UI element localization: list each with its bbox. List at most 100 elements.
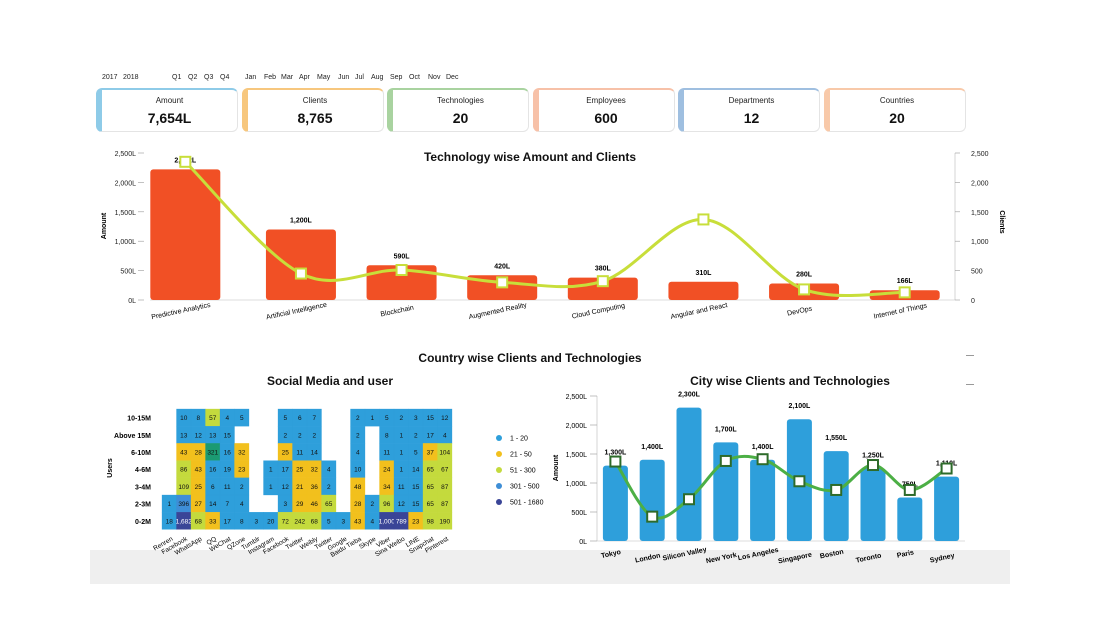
heatmap-cell-value: 1,000 [379, 518, 396, 525]
clients-point [898, 286, 911, 299]
y-tick-label: 500L [571, 510, 587, 517]
filter-month[interactable]: Apr [299, 74, 310, 81]
heatmap-cell-value: 4 [370, 518, 374, 525]
heatmap-cell-value: 109 [178, 484, 189, 491]
kpi-label: Technologies [437, 96, 484, 105]
section-title: Country wise Clients and Technologies [418, 351, 642, 365]
heatmap-cell-value: 17 [224, 518, 232, 525]
heatmap-cell-value: 2 [356, 432, 360, 439]
clients-point [756, 453, 769, 466]
bar-data-label: 310L [695, 270, 712, 277]
heatmap-cell-value: 4 [225, 415, 229, 422]
filter-month[interactable]: Mar [281, 74, 294, 81]
bar-data-label: 1,200L [290, 217, 313, 224]
heatmap-cell-value: 12 [398, 501, 406, 508]
heatmap-cell-value: 8 [240, 518, 244, 525]
filter-year[interactable]: 2018 [123, 74, 139, 81]
heatmap-cell-value: 3 [414, 415, 418, 422]
x-tick-label: Tokyo [601, 549, 622, 560]
heatmap-cell-value: 23 [412, 518, 420, 525]
x-tick-label: Silicon Valley [662, 546, 707, 562]
heatmap-cell-value: 57 [209, 415, 217, 422]
y-axis-label: Amount [553, 454, 560, 481]
amount-bar [150, 169, 221, 300]
heatmap-cell-value: 1 [399, 450, 403, 457]
heatmap-cell-value: 11 [224, 484, 231, 491]
filter-month[interactable]: Nov [428, 74, 441, 81]
x-tick-label: Toronto [855, 552, 882, 564]
heatmap-cell-value: 2 [283, 432, 287, 439]
filter-month[interactable]: Dec [446, 74, 459, 81]
kpi-card-employees[interactable]: Employees 600 [532, 88, 675, 132]
heatmap-cell-value: 14 [311, 450, 319, 457]
legend-swatch [496, 467, 502, 473]
filter-month[interactable]: Feb [264, 74, 277, 81]
bar-data-label: 2,300L [678, 392, 701, 399]
heatmap-cell-value: 12 [282, 484, 290, 491]
heatmap-cell-value: 86 [180, 467, 188, 474]
filter-month[interactable]: Oct [409, 74, 420, 81]
heatmap-cell-value: 3 [254, 518, 258, 525]
heatmap-cell-value: 11 [398, 484, 405, 491]
heatmap-cell-value: 5 [414, 450, 418, 457]
clients-point [646, 510, 659, 523]
kpi-card-technologies[interactable]: Technologies 20 [387, 88, 529, 132]
kpi-card-clients[interactable]: Clients 8,765 [241, 88, 384, 132]
y-tick-label: 1,000L [115, 239, 137, 246]
amount-bar [366, 265, 437, 300]
bar-data-label: 1,400L [641, 444, 664, 451]
heatmap-cell-value: 34 [383, 484, 391, 491]
heatmap-cell-value: 4 [240, 501, 244, 508]
bar-data-label: 280L [796, 272, 813, 279]
filter-month[interactable]: Jun [338, 74, 350, 81]
heatmap-title: Social Media and user [266, 374, 394, 388]
heatmap-cell [234, 408, 250, 427]
kpi-card-departments[interactable]: Departments 12 [678, 88, 820, 132]
legend-swatch [496, 451, 502, 457]
heatmap-cell-value: 68 [311, 518, 319, 525]
bar-data-label: 1,400L [752, 444, 775, 451]
kpi-value: 8,765 [297, 110, 333, 126]
clients-point [395, 264, 408, 277]
heatmap-cell-value: 7 [225, 501, 229, 508]
filter-quarter[interactable]: Q4 [220, 74, 230, 81]
y2-tick-label: 1,500 [971, 210, 989, 217]
filter-year[interactable]: 2017 [102, 74, 118, 81]
filter-quarter[interactable]: Q2 [188, 74, 198, 81]
filter-month[interactable]: Sep [390, 74, 403, 81]
filter-month[interactable]: Jul [355, 74, 364, 81]
bar-data-label: 1,300L [605, 450, 628, 457]
legend-swatch [496, 499, 502, 505]
kpi-card-amount[interactable]: Amount 7,654L [96, 88, 238, 132]
heatmap-cell-value: 14 [412, 467, 420, 474]
heatmap-cell-value: 65 [427, 484, 435, 491]
filter-month[interactable]: May [317, 74, 331, 81]
x-tick-label: Sydney [929, 552, 955, 564]
heatmap-col-label: QQ [205, 536, 217, 547]
filter-quarter[interactable]: Q1 [172, 74, 182, 81]
heatmap-cell-value: 321 [207, 450, 218, 457]
heatmap-cell-value: 68 [195, 518, 203, 525]
clients-point [793, 475, 806, 488]
heatmap-cell-value: 29 [296, 501, 304, 508]
kpi-card-countries[interactable]: Countries 20 [823, 88, 966, 132]
clients-point [496, 276, 509, 289]
y-tick-label: 2,500L [566, 394, 588, 401]
heatmap-cell-value: 242 [294, 518, 305, 525]
heatmap-cell-value: 28 [354, 501, 362, 508]
footer-band [90, 550, 1010, 584]
x-tick-label: Paris [896, 549, 914, 559]
legend-label: 301 - 500 [510, 484, 540, 491]
heatmap-cell-value: 4 [356, 450, 360, 457]
heatmap-cell-value: 4 [443, 432, 447, 439]
filter-month[interactable]: Jan [245, 74, 257, 81]
heatmap-cell-value: 12 [195, 432, 203, 439]
clients-point [609, 455, 622, 468]
heatmap-cell-value: 33 [209, 518, 217, 525]
clients-line [614, 454, 948, 520]
filter-quarter[interactable]: Q3 [204, 74, 214, 81]
heatmap-cell-value: 2 [327, 484, 331, 491]
filter-month[interactable]: Aug [371, 74, 384, 81]
heatmap-cell-value: 1 [269, 484, 273, 491]
